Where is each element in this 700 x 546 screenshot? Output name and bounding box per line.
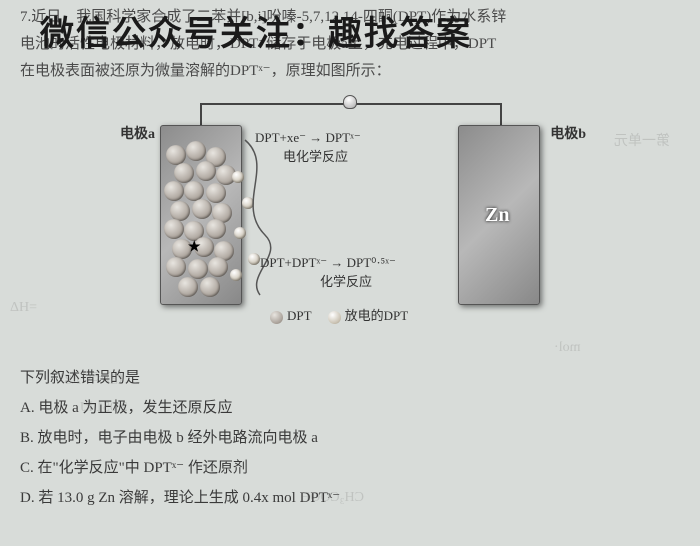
option-c: C. 在"化学反应"中 DPTˣ⁻ 作还原剂 bbox=[20, 453, 680, 483]
electrode-a-label: 电极a bbox=[120, 123, 155, 143]
star-marker: ★ bbox=[188, 239, 201, 256]
watermark-overlay: 微信公众号关注：趣找答案 bbox=[40, 6, 472, 55]
equation-chemical: DPT+DPTˣ⁻ → DPT⁰·⁵ˣ⁻ 化学反应 bbox=[260, 255, 396, 290]
stem-line: 在电极表面被还原为微量溶解的DPTˣ⁻，原理如图所示： bbox=[20, 63, 391, 79]
ghost-text: CH₃COOH bbox=[300, 490, 364, 506]
legend-dot-discharged bbox=[328, 311, 341, 324]
zn-label: Zn bbox=[485, 204, 509, 227]
question-number: 7. bbox=[20, 9, 31, 25]
ghost-text: 第一单元 bbox=[614, 130, 670, 150]
wire bbox=[500, 103, 502, 125]
electrode-b: Zn bbox=[458, 125, 540, 305]
ghost-text: (g)+5O₂(g) bbox=[60, 370, 123, 386]
legend-dot-dpt bbox=[270, 311, 283, 324]
bulb-icon bbox=[343, 95, 357, 109]
ghost-text: 2 051 kJ bbox=[80, 400, 127, 416]
battery-diagram: 电极a 电极b Zn ★ bbox=[120, 95, 580, 355]
electrode-b-label: 电极b bbox=[550, 123, 586, 143]
ghost-text: ΔH= bbox=[10, 300, 37, 316]
wire bbox=[200, 103, 202, 125]
option-b: B. 放电时，电子由电极 b 经外电路流向电极 a bbox=[20, 423, 680, 453]
dpt-spheres: ★ bbox=[164, 141, 238, 301]
equation-electrochemical: DPT+xe⁻ → DPTˣ⁻ 电化学反应 bbox=[255, 130, 361, 165]
legend: DPT 放电的DPT bbox=[270, 305, 408, 324]
